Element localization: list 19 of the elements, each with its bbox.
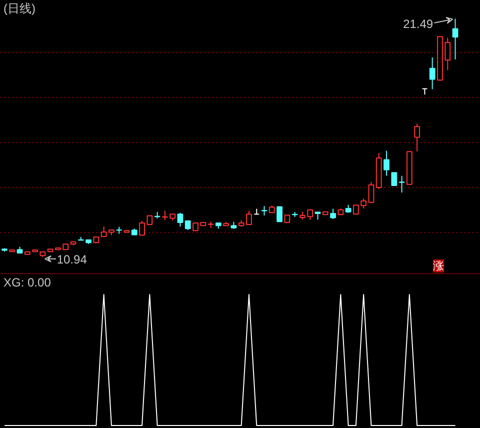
candlestick — [391, 172, 398, 186]
candlestick — [422, 88, 428, 96]
candlestick — [276, 206, 282, 222]
candlestick — [330, 208, 336, 220]
candlestick — [254, 208, 260, 215]
candlestick — [414, 123, 420, 152]
candlestick — [398, 175, 405, 193]
chart-title: XG: 0.00 — [4, 276, 52, 290]
candlestick — [452, 18, 458, 60]
candlestick — [368, 182, 374, 203]
chart-title: (日线) — [4, 2, 36, 16]
annotation: 涨 — [433, 260, 444, 272]
annotation: 21.49 — [403, 16, 434, 31]
candlestick — [184, 220, 191, 230]
candlestick — [429, 56, 436, 90]
candlestick — [261, 206, 268, 216]
candlestick — [177, 212, 184, 228]
candlestick — [384, 150, 390, 176]
annotation: 10.94 — [56, 252, 88, 266]
